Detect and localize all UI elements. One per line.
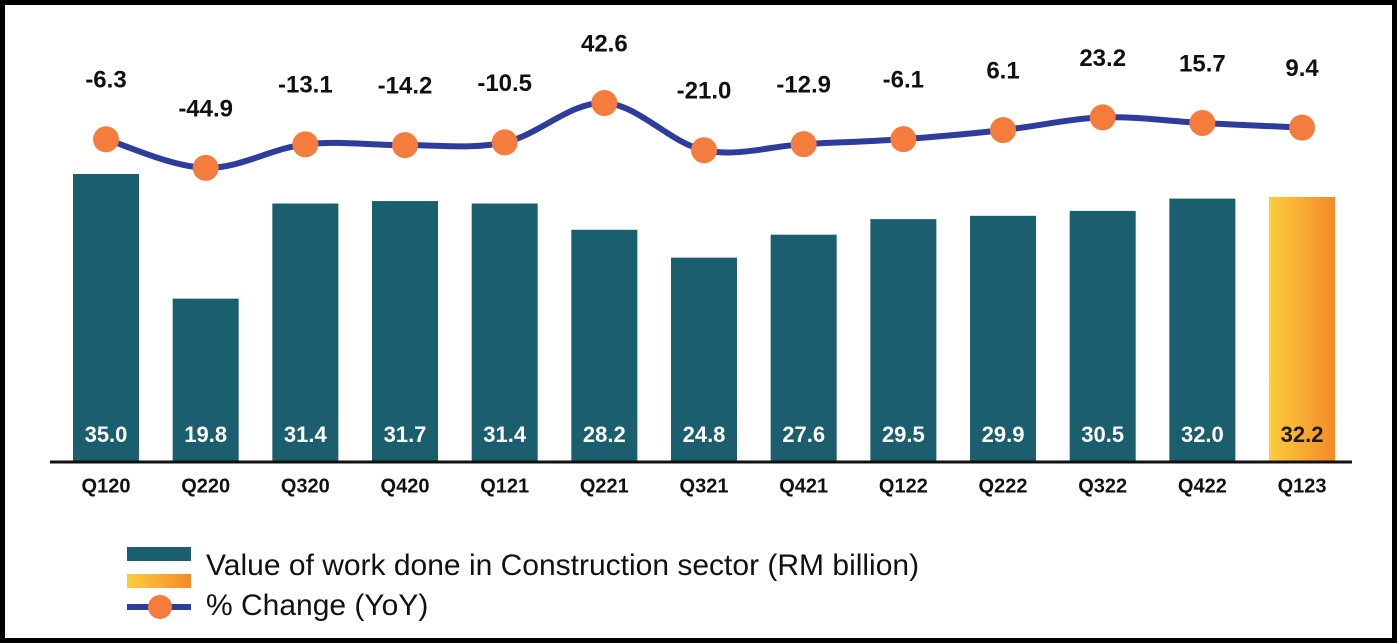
bar-value-label: 32.2 <box>1281 422 1324 447</box>
line-marker <box>93 126 119 153</box>
bar-value-label: 19.8 <box>184 422 227 447</box>
line-value-label: -14.2 <box>378 72 433 99</box>
x-tick-label: Q421 <box>779 475 828 497</box>
line-marker <box>292 131 319 158</box>
line-marker <box>192 154 219 181</box>
line-value-label: 6.1 <box>986 57 1019 84</box>
x-tick-label: Q420 <box>381 475 430 497</box>
x-tick-label: Q123 <box>1278 475 1327 497</box>
line-marker <box>691 137 718 164</box>
line-value-label: -12.9 <box>776 72 831 99</box>
bar <box>471 203 538 461</box>
line-value-label: -6.1 <box>883 66 924 93</box>
bar <box>970 215 1037 461</box>
line-value-label: -6.3 <box>85 67 126 94</box>
legend-label: % Change (YoY) <box>206 589 428 622</box>
bar <box>1269 196 1336 461</box>
bar <box>571 229 638 461</box>
bar-value-label: 29.9 <box>982 422 1025 447</box>
x-tick-label: Q320 <box>281 475 330 497</box>
line-value-label: 42.6 <box>581 30 628 57</box>
bar-value-label: 30.5 <box>1081 422 1124 447</box>
x-tick-label: Q422 <box>1178 475 1227 497</box>
line-marker <box>392 132 419 159</box>
bar-value-label: 27.6 <box>782 422 825 447</box>
line-value-label: 23.2 <box>1079 45 1126 72</box>
bar <box>73 174 139 461</box>
legend-swatch <box>127 547 191 561</box>
line-value-label: -13.1 <box>278 72 333 99</box>
bar-value-label: 35.0 <box>85 422 128 447</box>
x-tick-label: Q322 <box>1078 475 1127 497</box>
x-tick-label: Q221 <box>580 475 629 497</box>
line-marker <box>790 131 817 158</box>
line-value-label: 15.7 <box>1179 50 1226 77</box>
bar <box>870 219 937 461</box>
x-tick-label: Q222 <box>979 475 1028 497</box>
line-marker <box>1189 109 1216 136</box>
bar <box>770 234 837 461</box>
bar-value-label: 29.5 <box>882 422 925 447</box>
bar-value-label: 31.4 <box>284 422 328 447</box>
x-tick-label: Q321 <box>680 475 729 497</box>
line-marker <box>491 129 518 156</box>
line-marker <box>890 126 917 153</box>
bar <box>671 257 738 461</box>
x-tick-label: Q120 <box>82 475 131 497</box>
bar-value-label: 24.8 <box>683 422 726 447</box>
bar <box>272 203 339 461</box>
legend-label: Value of work done in Construction secto… <box>206 549 919 582</box>
x-tick-label: Q122 <box>879 475 928 497</box>
line-value-label: -21.0 <box>677 78 732 105</box>
bar-value-label: 28.2 <box>583 422 626 447</box>
legend-marker <box>148 595 172 619</box>
line-value-label: -44.9 <box>178 95 233 122</box>
bar <box>172 298 239 461</box>
line-marker <box>1089 104 1116 131</box>
bar-value-label: 31.4 <box>483 422 527 447</box>
bar-value-label: 32.0 <box>1181 422 1224 447</box>
line-marker <box>591 90 618 117</box>
bar <box>1069 210 1136 461</box>
bar <box>1169 198 1236 461</box>
x-tick-label: Q121 <box>480 475 529 497</box>
line-marker <box>990 117 1017 144</box>
legend-swatch <box>127 574 191 588</box>
line-marker <box>1289 114 1316 141</box>
x-tick-label: Q220 <box>181 475 230 497</box>
line-value-label: 9.4 <box>1285 55 1319 82</box>
line-value-label: -10.5 <box>477 70 532 97</box>
bar-value-label: 31.7 <box>384 422 427 447</box>
bar <box>372 201 439 461</box>
